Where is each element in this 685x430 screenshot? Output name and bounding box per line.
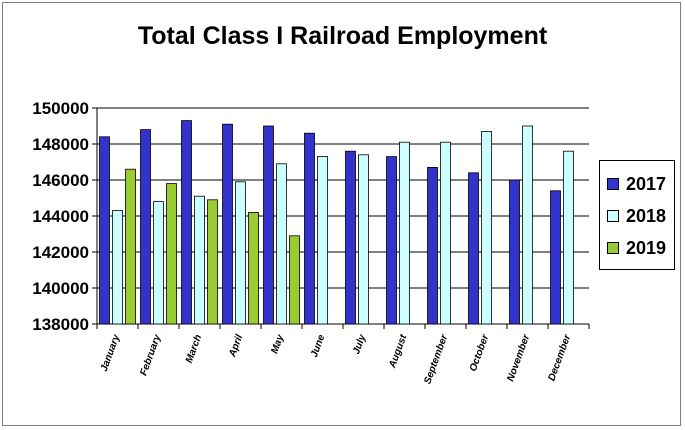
x-tick-label: January bbox=[99, 333, 123, 373]
y-tick-label: 138000 bbox=[32, 315, 89, 334]
x-tick-label: September bbox=[422, 332, 450, 385]
bar-2018-november bbox=[522, 125, 533, 325]
legend-swatch-2018 bbox=[607, 210, 619, 222]
x-tick-label: October bbox=[468, 332, 492, 373]
bar-2019-february bbox=[166, 183, 177, 325]
bar-2017-march bbox=[181, 120, 192, 325]
bar-2017-september bbox=[427, 166, 438, 325]
bar-2017-november bbox=[509, 179, 520, 325]
legend-label-2019: 2019 bbox=[626, 237, 667, 258]
x-tick-label: August bbox=[387, 333, 410, 371]
bar-2018-june bbox=[317, 156, 328, 325]
bar-2019-march bbox=[207, 199, 218, 325]
bar-2017-may bbox=[263, 125, 274, 325]
bar-2018-may bbox=[276, 163, 287, 325]
legend-swatch-2017 bbox=[607, 178, 619, 190]
chart-title: Total Class I Railroad Employment bbox=[137, 22, 548, 50]
x-tick-label: June bbox=[309, 333, 327, 359]
bar-2018-december bbox=[563, 150, 574, 325]
bar-2017-january bbox=[99, 136, 110, 325]
x-tick-label: December bbox=[546, 332, 573, 382]
y-tick-label: 144000 bbox=[32, 207, 89, 226]
bar-2018-january bbox=[112, 210, 123, 325]
bar-2018-march bbox=[194, 195, 205, 325]
bar-2017-december bbox=[550, 190, 561, 325]
x-tick-label: July bbox=[351, 333, 368, 356]
bar-2017-april bbox=[222, 123, 233, 325]
bar-2017-october bbox=[468, 172, 479, 325]
bar-2019-january bbox=[125, 168, 136, 325]
y-tick-label: 150000 bbox=[32, 99, 89, 118]
legend-item-2019: 2019 bbox=[607, 238, 666, 258]
legend-swatch-2019 bbox=[607, 242, 619, 254]
legend-item-2018: 2018 bbox=[607, 206, 666, 226]
legend-label-2017: 2017 bbox=[626, 173, 667, 194]
bar-2017-june bbox=[304, 132, 315, 325]
bar-2019-april bbox=[248, 211, 259, 325]
bar-2019-may bbox=[289, 235, 300, 325]
x-tick-label: November bbox=[505, 332, 532, 383]
bar-2018-october bbox=[481, 130, 492, 325]
bar-2017-february bbox=[140, 129, 151, 325]
bar-2018-september bbox=[440, 141, 451, 325]
bar-2018-july bbox=[358, 154, 369, 325]
legend: 2017 2018 2019 bbox=[599, 160, 675, 270]
bar-2017-august bbox=[386, 156, 397, 325]
bar-2018-february bbox=[153, 201, 164, 325]
x-tick-label: April bbox=[227, 333, 246, 359]
y-tick-label: 146000 bbox=[32, 171, 89, 190]
legend-label-2018: 2018 bbox=[626, 205, 667, 226]
bar-2018-april bbox=[235, 181, 246, 325]
bar-2018-august bbox=[399, 141, 410, 325]
y-tick-label: 142000 bbox=[32, 243, 89, 262]
x-tick-label: February bbox=[138, 333, 163, 377]
y-tick-label: 148000 bbox=[32, 135, 89, 154]
y-tick-label: 140000 bbox=[32, 279, 89, 298]
x-tick-label: March bbox=[184, 333, 204, 364]
bar-2017-july bbox=[345, 150, 356, 325]
x-tick-label: May bbox=[269, 333, 286, 355]
legend-item-2017: 2017 bbox=[607, 174, 666, 194]
